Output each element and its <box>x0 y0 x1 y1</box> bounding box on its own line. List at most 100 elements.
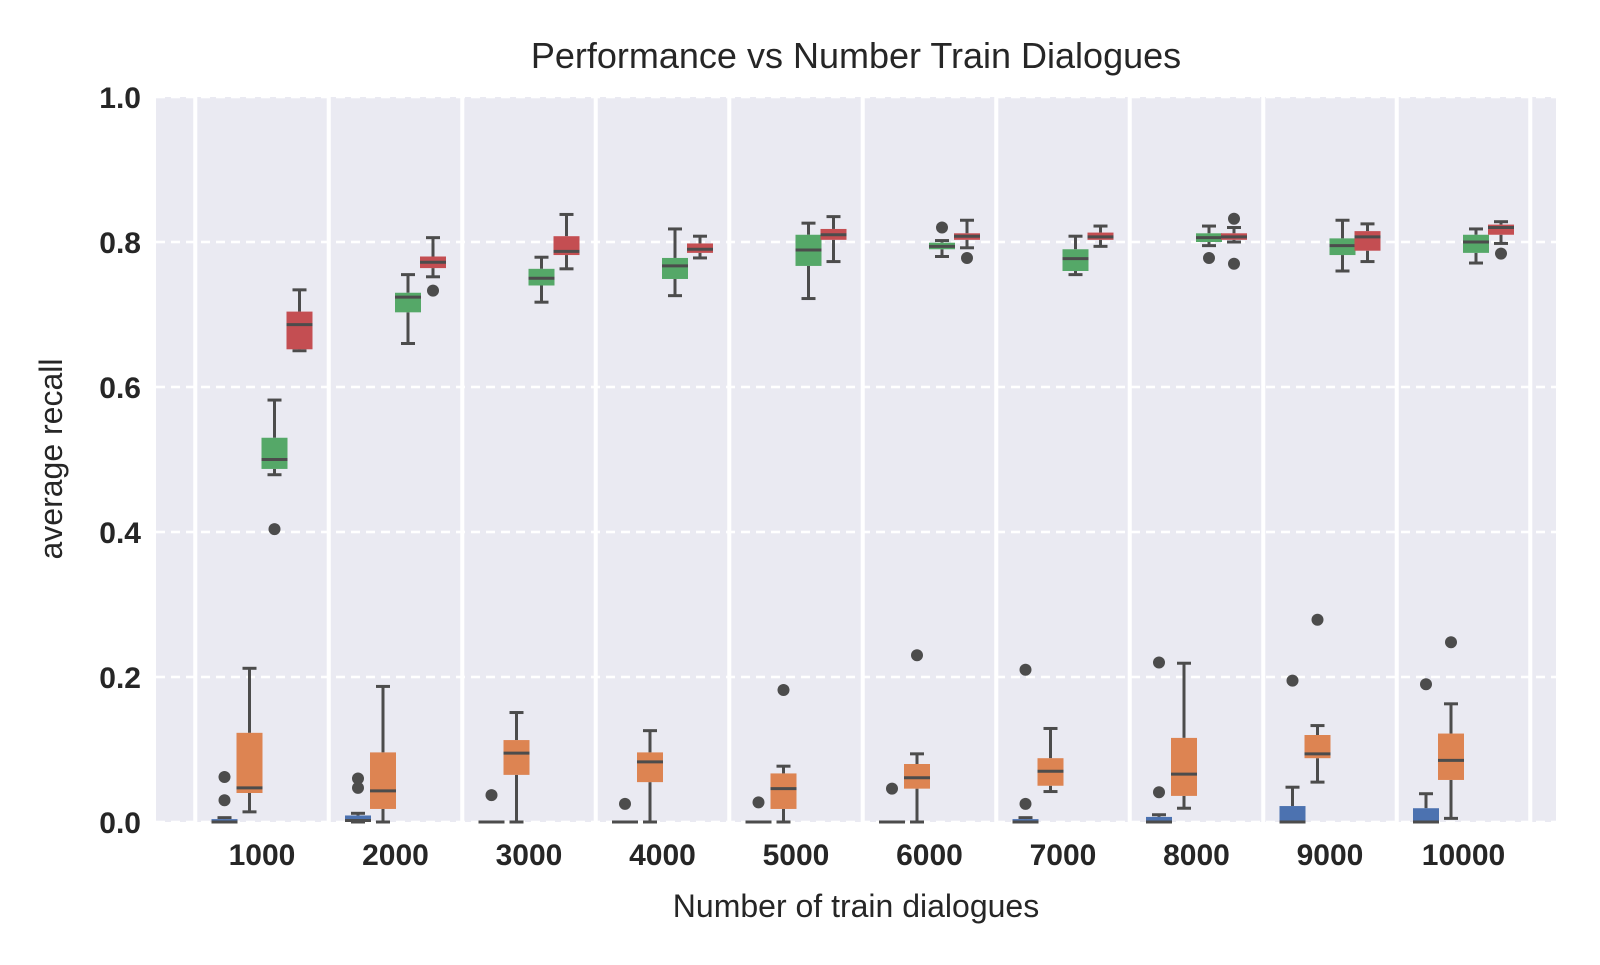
y-tick-label: 0.8 <box>99 227 141 260</box>
box-plot <box>345 772 371 824</box>
box-plot <box>879 782 905 824</box>
plot-background <box>156 97 1556 822</box>
outlier-point <box>1203 251 1215 264</box>
box-body <box>1463 234 1489 253</box>
outlier-point <box>1445 636 1457 649</box>
outlier-point <box>1420 678 1432 691</box>
box-body <box>286 311 313 350</box>
outlier-point <box>218 771 231 784</box>
outlier-point <box>218 794 231 807</box>
box-plot <box>1304 613 1331 784</box>
box-plot <box>687 234 713 260</box>
box-body <box>370 752 396 809</box>
x-tick-label: 6000 <box>896 839 963 872</box>
x-tick-label: 4000 <box>629 839 696 872</box>
box-plot <box>261 398 288 536</box>
box-plot <box>795 221 822 301</box>
box-plot <box>1279 674 1306 824</box>
box-plot <box>662 227 688 298</box>
box-plot <box>420 236 446 297</box>
box-plot <box>1146 656 1172 824</box>
box-plot <box>1488 220 1514 260</box>
outlier-point <box>777 684 790 697</box>
box-body <box>1488 224 1514 235</box>
box-plot <box>1413 678 1439 824</box>
box-plot <box>1329 218 1356 273</box>
box-body <box>261 437 288 469</box>
x-tick-label: 1000 <box>229 839 296 872</box>
box-plot <box>370 684 396 824</box>
box-plot <box>211 771 238 824</box>
outlier-point <box>352 772 364 785</box>
box-body <box>1438 733 1464 780</box>
box-plot <box>1463 227 1489 265</box>
box-body <box>1413 808 1439 822</box>
box-plot <box>1354 222 1381 264</box>
x-tick-label: 5000 <box>763 839 830 872</box>
box-plot <box>1438 636 1464 820</box>
x-tick-label: 3000 <box>496 839 563 872</box>
outlier-point <box>961 251 973 264</box>
box-plot <box>395 273 421 345</box>
vertical-separators <box>193 97 1533 822</box>
box-plot <box>553 212 580 271</box>
outlier-point <box>1228 257 1240 270</box>
box-plot <box>954 218 980 264</box>
box-plot <box>1087 224 1114 248</box>
y-tick-label: 0.2 <box>99 662 141 695</box>
box-series <box>211 212 1514 824</box>
box-body <box>770 773 797 809</box>
outlier-point <box>427 284 439 297</box>
outlier-point <box>1019 663 1032 676</box>
box-plot <box>637 729 663 824</box>
box-plot <box>236 666 263 814</box>
box-body <box>503 740 530 775</box>
box-body <box>236 732 263 793</box>
box-plot <box>478 789 505 824</box>
x-tick-label: 8000 <box>1163 839 1230 872</box>
box-plot <box>528 255 555 304</box>
box-plot <box>1062 234 1089 277</box>
y-axis-label: average recall <box>33 359 69 560</box>
outlier-point <box>1153 656 1165 669</box>
box-body <box>1354 231 1381 251</box>
box-body <box>1146 816 1172 822</box>
y-tick-labels: 0.0 0.2 0.4 0.6 0.8 1.0 <box>99 82 141 840</box>
outlier-point <box>619 797 631 810</box>
x-tick-label: 9000 <box>1297 839 1364 872</box>
x-tick-labels: 1000 2000 3000 4000 5000 6000 7000 8000 9000 1000… <box>229 839 1506 872</box>
x-axis-label: Number of train dialogues <box>673 888 1039 924</box>
box-plot <box>503 711 530 824</box>
box-body <box>345 815 371 822</box>
outlier-point <box>1495 247 1507 260</box>
outlier-point <box>352 781 364 794</box>
outlier-point <box>485 789 498 802</box>
outlier-point <box>911 649 923 662</box>
outlier-point <box>268 523 281 536</box>
box-plot <box>820 215 847 264</box>
outlier-point <box>1228 212 1240 225</box>
box-body <box>1171 737 1197 796</box>
chart-title: Performance vs Number Train Dialogues <box>531 35 1181 76</box>
box-body <box>637 752 663 783</box>
box-plot <box>1037 726 1064 794</box>
outlier-point <box>936 221 948 234</box>
box-plot <box>1012 663 1039 824</box>
box-plot <box>904 649 930 824</box>
box-body <box>662 257 688 279</box>
y-tick-label: 0.4 <box>99 517 141 550</box>
y-tick-label: 0.6 <box>99 372 141 405</box>
box-plot <box>286 288 313 353</box>
box-plot <box>1171 661 1197 810</box>
box-plot <box>745 796 772 824</box>
box-plot <box>612 797 638 824</box>
outlier-point <box>1311 613 1324 626</box>
x-tick-label: 2000 <box>362 839 429 872</box>
outlier-point <box>752 796 765 809</box>
box-plot <box>770 684 797 824</box>
outlier-point <box>886 782 898 795</box>
box-body <box>1279 806 1306 822</box>
outlier-point <box>1286 674 1299 687</box>
